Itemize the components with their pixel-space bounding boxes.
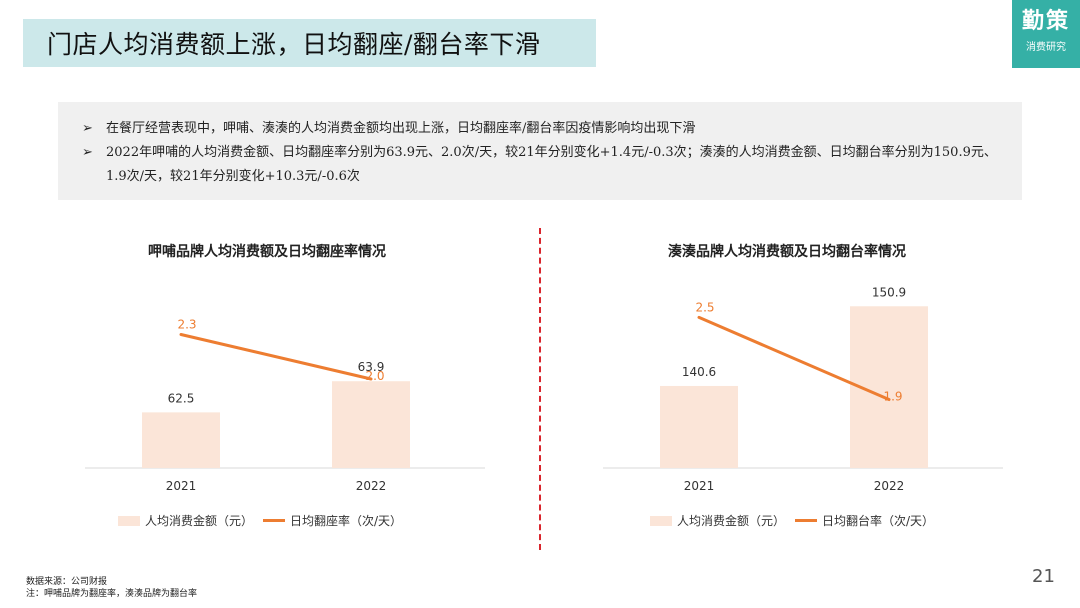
line-value-label: 2.3 [177, 318, 196, 332]
line-value-label: 1.9 [883, 390, 902, 404]
arrow-bullet-icon: ➢ [82, 145, 93, 160]
legend-label-bar: 人均消费金额（元） [145, 514, 254, 528]
chart-legend-xiabu: 人均消费金额（元） 日均翻座率（次/天） [118, 512, 402, 529]
bar-value-label: 63.9 [358, 360, 385, 374]
title-bar: 门店人均消费额上涨，日均翻座/翻台率下滑 [23, 19, 596, 67]
legend-label-bar: 人均消费金额（元） [677, 514, 786, 528]
legend-label-line: 日均翻台率（次/天） [822, 514, 935, 528]
summary-bullet: ➢ 2022年呷哺的人均消费金额、日均翻座率分别为63.9元、2.0次/天，较2… [82, 141, 1002, 189]
legend-label-line: 日均翻座率（次/天） [290, 514, 403, 528]
footnote-source: 数据来源：公司财报 [26, 577, 108, 587]
bar [660, 385, 738, 468]
page-title: 门店人均消费额上涨，日均翻座/翻台率下滑 [47, 30, 541, 59]
bar-value-label: 62.5 [168, 391, 195, 405]
summary-bullet-text: 2022年呷哺的人均消费金额、日均翻座率分别为63.9元、2.0次/天，较21年… [106, 145, 997, 184]
summary-bullet: ➢ 在餐厅经营表现中，呷哺、湊湊的人均消费金额均出现上涨，日均翻座率/翻台率因疫… [82, 117, 1002, 141]
line-series [697, 315, 891, 402]
page-number: 21 [1032, 566, 1055, 587]
legend-bar-swatch [650, 515, 672, 526]
line-series [179, 333, 373, 381]
footnote-note: 注：呷哺品牌为翻座率，湊湊品牌为翻台率 [26, 589, 198, 599]
chart-legend-coucou: 人均消费金额（元） 日均翻台率（次/天） [650, 512, 934, 529]
arrow-bullet-icon: ➢ [82, 121, 93, 136]
chart-title-xiabu: 呷哺品牌人均消费额及日均翻座率情况 [148, 244, 386, 260]
brand-logo: 勤策 消费研究 [1012, 0, 1080, 68]
line-value-label: 2.0 [365, 369, 384, 383]
x-tick-label: 2021 [166, 479, 197, 493]
line-value-label: 2.5 [695, 300, 714, 314]
logo-main-text: 勤策 [1021, 8, 1070, 34]
bar [332, 381, 410, 468]
chart-divider [539, 228, 541, 550]
x-tick-label: 2022 [356, 479, 387, 493]
footnotes: 数据来源：公司财报 注：呷哺品牌为翻座率，湊湊品牌为翻台率 [26, 576, 197, 600]
logo-sub-text: 消费研究 [1026, 42, 1066, 53]
legend-line-swatch [263, 519, 286, 522]
legend-bar-swatch [118, 515, 140, 526]
x-tick-label: 2021 [684, 479, 715, 493]
bar [142, 412, 220, 468]
legend-line-swatch [795, 519, 818, 522]
summary-bullet-text: 在餐厅经营表现中，呷哺、湊湊的人均消费金额均出现上涨，日均翻座率/翻台率因疫情影… [106, 121, 696, 136]
summary-box: ➢ 在餐厅经营表现中，呷哺、湊湊的人均消费金额均出现上涨，日均翻座率/翻台率因疫… [58, 102, 1022, 200]
chart-coucou: 140.6 150.9 2.5 1.9 2021 2022 [603, 285, 1003, 493]
bar-value-label: 140.6 [682, 365, 716, 379]
x-tick-label: 2022 [874, 479, 905, 493]
chart-xiabu: 62.5 63.9 2.3 2.0 2021 2022 [85, 318, 485, 493]
bar-value-label: 150.9 [872, 285, 906, 299]
chart-title-coucou: 湊湊品牌人均消费额及日均翻台率情况 [668, 244, 906, 260]
